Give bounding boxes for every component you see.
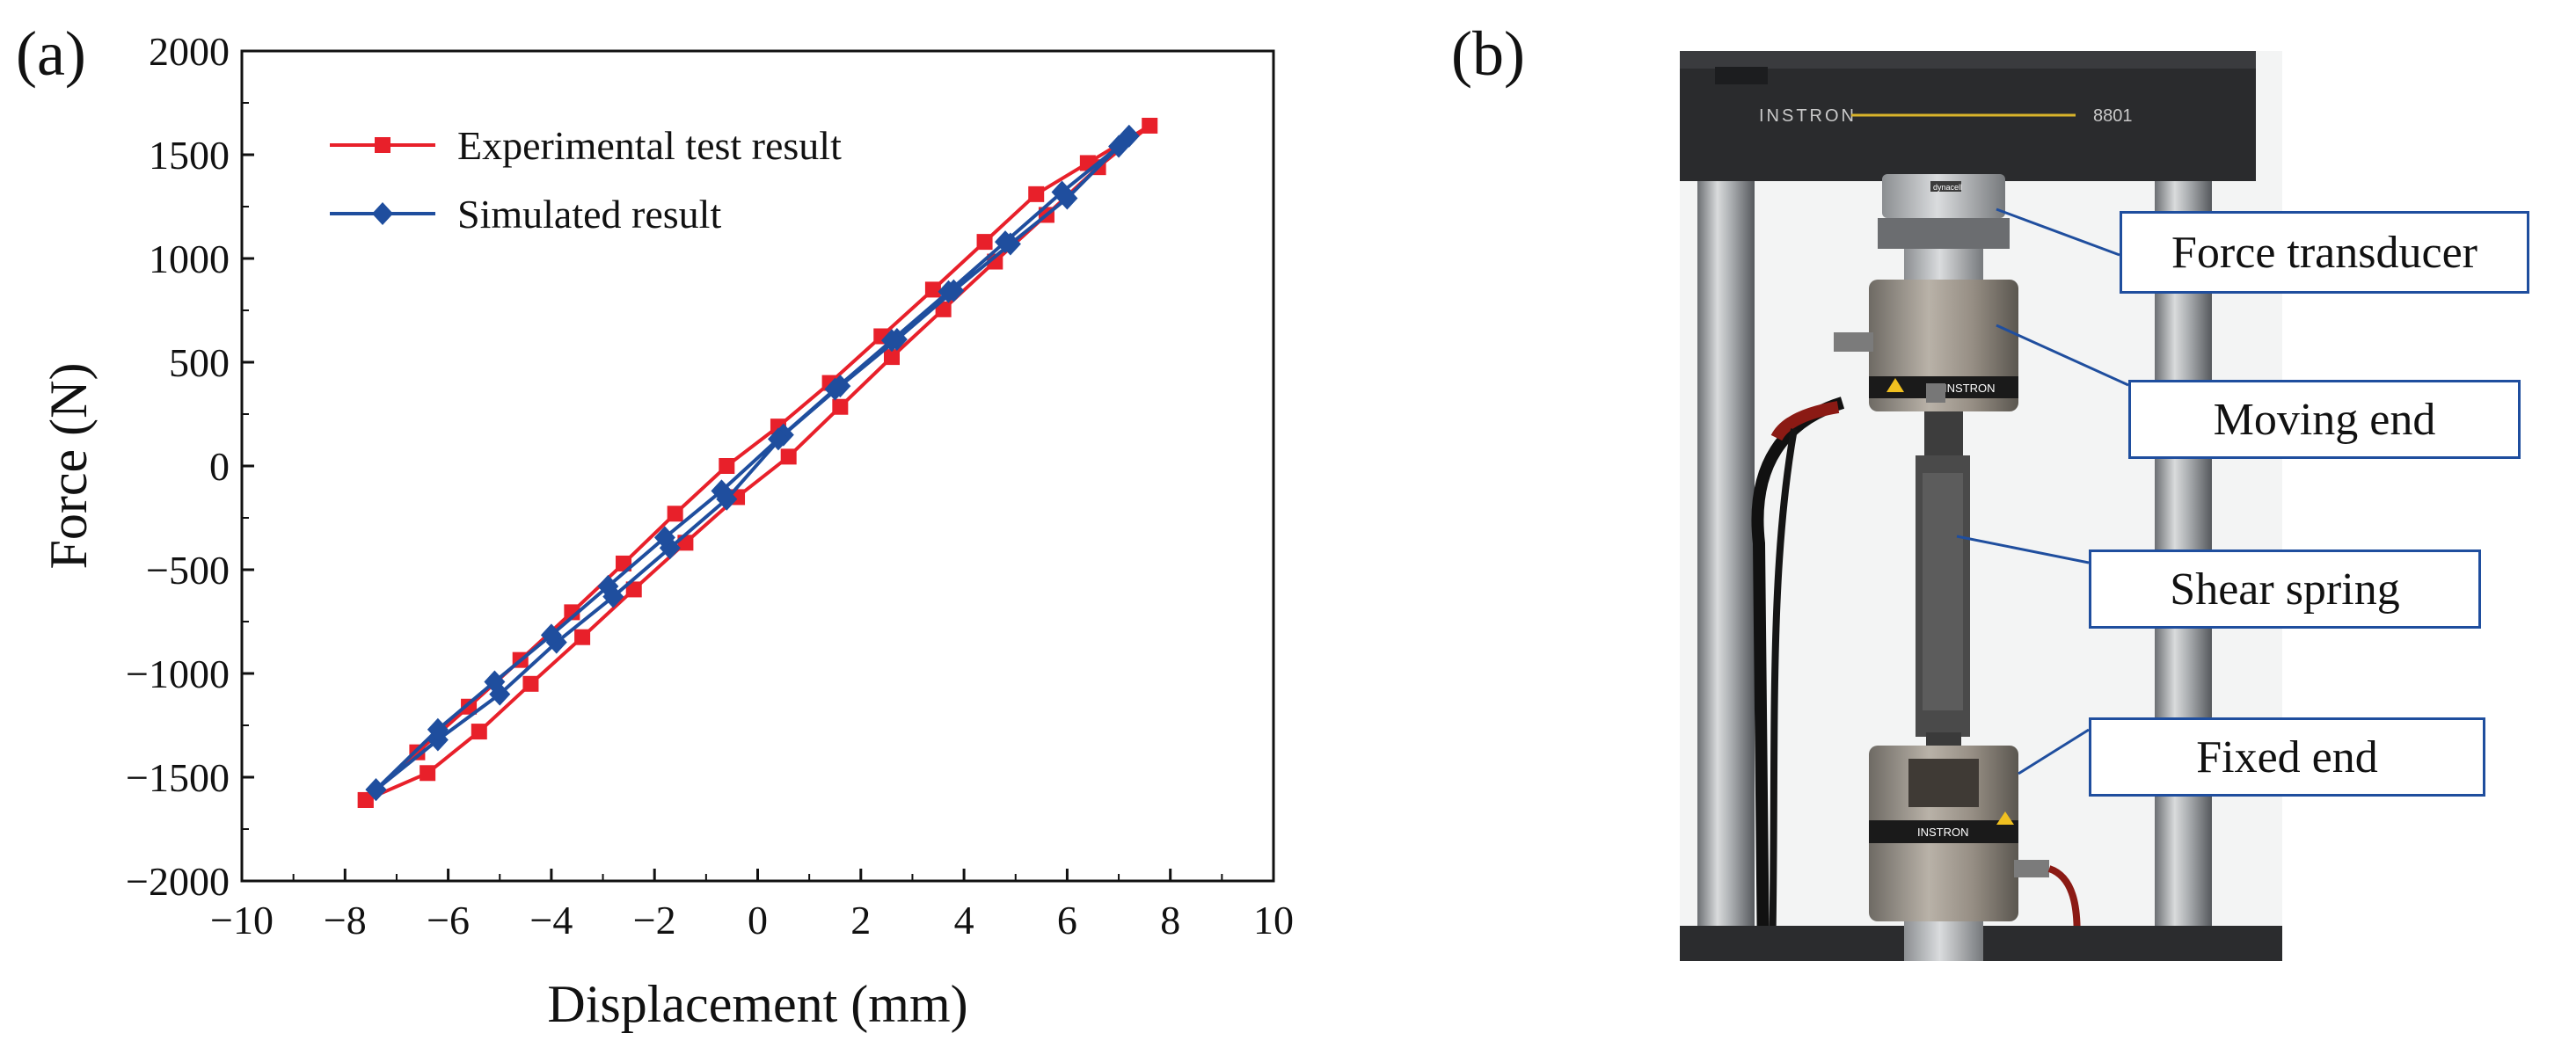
x-tick-label: −8: [324, 898, 367, 942]
x-tick-label: −10: [210, 898, 274, 942]
series-1-point: [471, 724, 487, 740]
x-tick-label: 2: [850, 898, 871, 942]
machine-model-text: 8801: [2093, 106, 2133, 126]
machine-brand-text: INSTRON: [1759, 106, 1857, 126]
series-2-point: [427, 717, 449, 741]
callout-shear-spring: Shear spring: [2089, 549, 2481, 629]
svg-text:INSTRON: INSTRON: [1917, 826, 1969, 839]
series-1-point: [574, 629, 591, 645]
x-tick-label: 10: [1253, 898, 1294, 942]
series-2-point: [365, 778, 387, 802]
x-tick-label: 0: [748, 898, 768, 942]
y-tick-label: 1500: [149, 133, 230, 178]
callout-moving-end: Moving end: [2128, 380, 2521, 459]
y-axis-label: Force (N): [40, 363, 98, 570]
series-1-point: [987, 253, 1003, 270]
y-tick-label: 2000: [149, 29, 230, 74]
series-1-point: [420, 765, 436, 782]
series-1-point: [780, 448, 797, 465]
series-1-point: [832, 398, 849, 415]
y-tick-label: −2000: [126, 859, 230, 904]
x-tick-label: −4: [529, 898, 573, 942]
series-2-point: [540, 623, 562, 647]
x-axis-label: Displacement (mm): [547, 975, 967, 1033]
legend-marker-1: [375, 137, 390, 153]
series-1-point: [976, 234, 993, 251]
series-2-point: [880, 329, 902, 353]
y-tick-label: −500: [146, 548, 230, 593]
series-1-point: [924, 281, 941, 298]
series-1-point: [522, 675, 539, 692]
series-1-point: [357, 791, 374, 808]
transducer-brand-text: dynacell: [1933, 183, 1962, 192]
legend-marker-2: [372, 202, 393, 225]
series-2-point: [995, 230, 1017, 254]
series-1-point: [719, 458, 735, 474]
panel-b-label: (b): [1451, 18, 1525, 89]
panel-a-label: (a): [16, 18, 86, 89]
left-pillar: [1697, 181, 1755, 961]
y-tick-label: 0: [209, 444, 230, 489]
series-1-point: [625, 581, 642, 598]
x-tick-label: 6: [1057, 898, 1077, 942]
series-2-point: [597, 574, 619, 598]
series-1-point: [667, 506, 683, 522]
series-2-point: [824, 377, 846, 401]
series-2-point: [1051, 180, 1073, 204]
series-1-point: [1142, 117, 1158, 134]
force-transducer-body: [1882, 174, 2005, 218]
y-tick-label: −1000: [126, 651, 230, 696]
test-rig-photo: INSTRON 8801 dynacell INSTRON INSTRON: [1680, 51, 2282, 961]
y-tick-label: 500: [169, 340, 230, 385]
series-1-point: [409, 744, 426, 761]
legend-label-2: Simulated result: [457, 192, 721, 237]
x-tick-label: −6: [427, 898, 470, 942]
series-1-point: [1028, 186, 1045, 202]
series-2-point: [767, 427, 789, 451]
series-2-point: [1108, 135, 1130, 158]
svg-text:INSTRON: INSTRON: [1944, 382, 1996, 395]
series-1-point: [461, 698, 478, 715]
series-2-point: [938, 280, 960, 303]
legend-label-1: Experimental test result: [457, 123, 842, 168]
series-2-point: [653, 526, 675, 549]
y-tick-label: −1500: [126, 755, 230, 800]
hysteresis-chart: −10 −8 −6 −4 −2 0 2 4 6 8 10 −2000 −1500 −1000 −500 0 50…: [40, 29, 1294, 1033]
x-tick-label: 8: [1160, 898, 1180, 942]
x-tick-label: −2: [633, 898, 676, 942]
series-2-point: [711, 479, 733, 503]
x-tick-label: 4: [954, 898, 974, 942]
series-1-point: [935, 301, 952, 317]
callout-fixed-end: Fixed end: [2089, 717, 2485, 797]
callout-force-transducer: Force transducer: [2120, 211, 2529, 294]
y-tick-label: 1000: [149, 237, 230, 281]
series-1-point: [883, 349, 900, 366]
series-2-point: [484, 670, 506, 694]
